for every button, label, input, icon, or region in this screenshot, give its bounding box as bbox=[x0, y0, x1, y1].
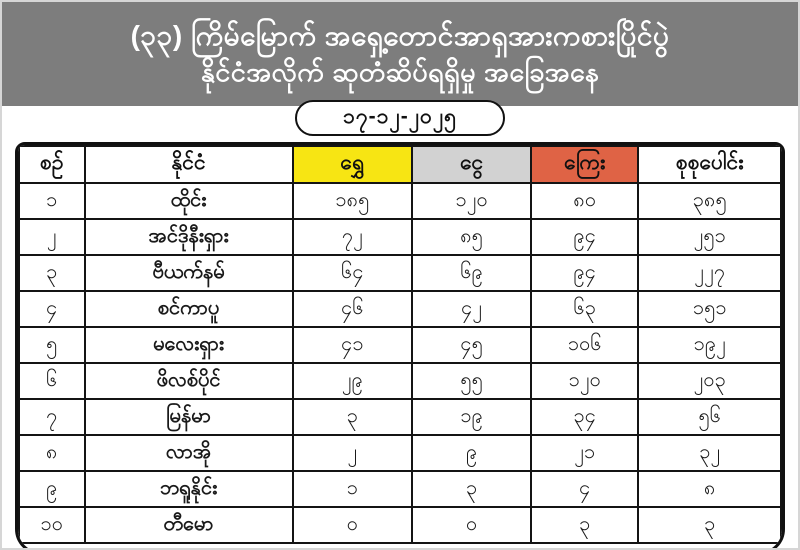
table-row: ၇ မြန်မာ ၃ ၁၉ ၃၄ ၅၆ bbox=[18, 398, 782, 436]
gold-cell: ၂၉ bbox=[291, 362, 414, 400]
gold-cell: ၀ bbox=[291, 506, 414, 544]
country-cell: ဘရူနိုင်း bbox=[83, 470, 294, 508]
gold-cell: ၁၈၅ bbox=[291, 182, 414, 220]
page-title-line-1: (၃၃) ကြိမ်မြောက် အရှေ့တောင်အာရှအားကစားပြ… bbox=[130, 19, 670, 51]
bronze-cell: ၈၀ bbox=[530, 182, 640, 220]
bronze-cell: ၉၄ bbox=[530, 254, 640, 292]
country-cell: ဖိလစ်ပိုင် bbox=[83, 362, 294, 400]
country-cell: ဗီယက်နမ် bbox=[83, 254, 294, 292]
table-row: ၂ အင်ဒိုနီးရှား ၇၂ ၈၅ ၉၄ ၂၅၁ bbox=[18, 218, 782, 256]
column-header-number: စဉ် bbox=[18, 145, 86, 184]
rank-cell: ၇ bbox=[18, 398, 86, 436]
gold-cell: ၄၁ bbox=[291, 326, 414, 364]
country-cell: လာအို bbox=[83, 434, 294, 472]
table-row: ၉ ဘရူနိုင်း ၁ ၃ ၄ ၈ bbox=[18, 470, 782, 508]
silver-cell: ၁၉ bbox=[411, 398, 533, 436]
medal-table-container: စဉ် နိုင်ငံ ရွှေ ငွေ ကြေး စုစုပေါင်း ၁ ထ… bbox=[15, 142, 785, 548]
country-cell: မလေးရှား bbox=[83, 326, 294, 364]
total-cell: ၃၈၅ bbox=[637, 182, 782, 220]
country-cell: မြန်မာ bbox=[83, 398, 294, 436]
total-cell: ၃၂ bbox=[637, 434, 782, 472]
medal-table: စဉ် နိုင်ငံ ရွှေ ငွေ ကြေး စုစုပေါင်း ၁ ထ… bbox=[18, 145, 782, 544]
gold-cell: ၆၄ bbox=[291, 254, 414, 292]
table-row: ၁၀ တီမော ၀ ၀ ၃ ၃ bbox=[18, 506, 782, 544]
column-header-gold: ရွှေ bbox=[291, 145, 414, 184]
total-cell: ၂၂၇ bbox=[637, 254, 782, 292]
table-row: ၄ စင်ကာပူ ၄၆ ၄၂ ၆၃ ၁၅၁ bbox=[18, 290, 782, 328]
total-cell: ၃ bbox=[637, 506, 782, 544]
page-title-line-2: နိုင်ငံအလိုက် ဆုတံဆိပ်ရရှိမှု အခြေအနေ bbox=[200, 57, 600, 88]
total-cell: ၂၀၃ bbox=[637, 362, 782, 400]
rank-cell: ၆ bbox=[18, 362, 86, 400]
rank-cell: ၅ bbox=[18, 326, 86, 364]
silver-cell: ၃ bbox=[411, 470, 533, 508]
bronze-cell: ၆၃ bbox=[530, 290, 640, 328]
rank-cell: ၃ bbox=[18, 254, 86, 292]
column-header-silver: ငွေ bbox=[411, 145, 533, 184]
silver-cell: ၈၅ bbox=[411, 218, 533, 256]
country-cell: စင်ကာပူ bbox=[83, 290, 294, 328]
silver-cell: ၅၅ bbox=[411, 362, 533, 400]
silver-cell: ၉ bbox=[411, 434, 533, 472]
total-cell: ၁၉၂ bbox=[637, 326, 782, 364]
rank-cell: ၁၀ bbox=[18, 506, 86, 544]
table-row: ၈ လာအို ၂ ၉ ၂၁ ၃၂ bbox=[18, 434, 782, 472]
date-badge: ၁၇-၁၂-၂၀၂၅ bbox=[295, 100, 505, 136]
country-cell: ထိုင်း bbox=[83, 182, 294, 220]
rank-cell: ၈ bbox=[18, 434, 86, 472]
total-cell: ၁၅၁ bbox=[637, 290, 782, 328]
rank-cell: ၁ bbox=[18, 182, 86, 220]
rank-cell: ၉ bbox=[18, 470, 86, 508]
bronze-cell: ၁၂၀ bbox=[530, 362, 640, 400]
title-banner: (၃၃) ကြိမ်မြောက် အရှေ့တောင်အာရှအားကစားပြ… bbox=[2, 2, 798, 106]
gold-cell: ၇၂ bbox=[291, 218, 414, 256]
gold-cell: ၄၆ bbox=[291, 290, 414, 328]
table-row: ၁ ထိုင်း ၁၈၅ ၁၂၀ ၈၀ ၃၈၅ bbox=[18, 182, 782, 220]
bronze-cell: ၄ bbox=[530, 470, 640, 508]
silver-cell: ၁၂၀ bbox=[411, 182, 533, 220]
country-cell: အင်ဒိုနီးရှား bbox=[83, 218, 294, 256]
total-cell: ၂၅၁ bbox=[637, 218, 782, 256]
silver-cell: ၆၉ bbox=[411, 254, 533, 292]
gold-cell: ၃ bbox=[291, 398, 414, 436]
bronze-cell: ၉၄ bbox=[530, 218, 640, 256]
silver-cell: ၀ bbox=[411, 506, 533, 544]
bronze-cell: ၃ bbox=[530, 506, 640, 544]
gold-cell: ၂ bbox=[291, 434, 414, 472]
total-cell: ၈ bbox=[637, 470, 782, 508]
rank-cell: ၂ bbox=[18, 218, 86, 256]
total-cell: ၅၆ bbox=[637, 398, 782, 436]
table-header-row: စဉ် နိုင်ငံ ရွှေ ငွေ ကြေး စုစုပေါင်း bbox=[18, 145, 782, 184]
bronze-cell: ၃၄ bbox=[530, 398, 640, 436]
bronze-cell: ၁၀၆ bbox=[530, 326, 640, 364]
country-cell: တီမော bbox=[83, 506, 294, 544]
gold-cell: ၁ bbox=[291, 470, 414, 508]
column-header-country: နိုင်ငံ bbox=[83, 145, 294, 184]
rank-cell: ၄ bbox=[18, 290, 86, 328]
table-row: ၅ မလေးရှား ၄၁ ၄၅ ၁၀၆ ၁၉၂ bbox=[18, 326, 782, 364]
column-header-total: စုစုပေါင်း bbox=[637, 145, 782, 184]
column-header-bronze: ကြေး bbox=[530, 145, 640, 184]
silver-cell: ၄၂ bbox=[411, 290, 533, 328]
table-row: ၃ ဗီယက်နမ် ၆၄ ၆၉ ၉၄ ၂၂၇ bbox=[18, 254, 782, 292]
table-row: ၆ ဖိလစ်ပိုင် ၂၉ ၅၅ ၁၂၀ ၂၀၃ bbox=[18, 362, 782, 400]
silver-cell: ၄၅ bbox=[411, 326, 533, 364]
bronze-cell: ၂၁ bbox=[530, 434, 640, 472]
